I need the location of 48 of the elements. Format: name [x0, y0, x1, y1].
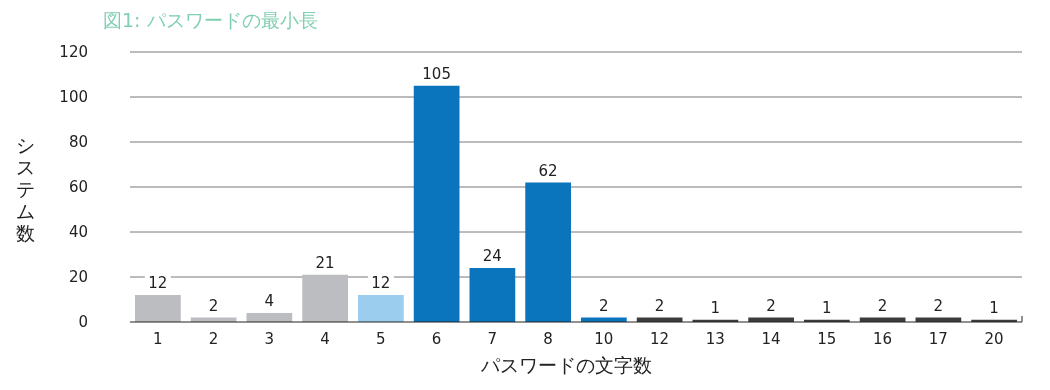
y-tick-label: 100	[59, 88, 88, 106]
data-label: 12	[371, 274, 391, 292]
y-tick-label: 120	[59, 43, 88, 61]
y-tick-label: 60	[68, 178, 88, 196]
x-tick-label: 16	[873, 330, 893, 348]
data-label: 1	[822, 298, 832, 317]
x-tick-label: 17	[928, 330, 948, 348]
y-tick-label: 0	[78, 313, 88, 331]
x-tick-label: 7	[487, 330, 498, 348]
bar	[302, 274, 348, 322]
x-tick-label: 6	[431, 330, 442, 348]
data-label: 2	[654, 296, 665, 315]
y-tick-label: 40	[68, 223, 88, 241]
data-label: 24	[482, 247, 502, 265]
x-tick-label: 20	[984, 330, 1004, 348]
data-label: 4	[264, 292, 275, 310]
data-label: 62	[538, 161, 558, 180]
x-axis-title: パスワードの文字数	[479, 354, 652, 376]
bar	[358, 295, 404, 322]
bar	[525, 182, 571, 322]
data-label: 2	[208, 296, 219, 315]
x-tick-label: 15	[817, 330, 837, 348]
x-tick-label: 5	[376, 330, 386, 348]
x-tick-label: 10	[594, 330, 614, 348]
data-label: 1	[989, 298, 999, 317]
data-label: 12	[148, 274, 168, 292]
chart-title: 図1: パスワードの最小長	[103, 9, 318, 31]
bar	[469, 268, 516, 322]
data-label: 2	[933, 296, 944, 315]
x-tick-label: 12	[650, 330, 670, 348]
y-axis-title: システム数	[15, 134, 35, 244]
x-tick-label: 1	[153, 330, 163, 348]
x-tick-label: 14	[761, 330, 781, 348]
bar	[413, 85, 460, 322]
y-tick-label: 20	[68, 268, 88, 286]
data-label: 2	[877, 296, 888, 315]
data-label: 105	[422, 64, 451, 83]
x-tick-label: 13	[705, 330, 725, 348]
x-tick-label: 8	[543, 330, 553, 348]
x-tick-label: 4	[320, 330, 330, 348]
data-label: 21	[315, 253, 335, 272]
x-tick-label: 3	[264, 330, 275, 348]
bar	[135, 295, 181, 322]
x-tick-label: 2	[208, 330, 219, 348]
data-label: 2	[766, 296, 776, 315]
data-label: 2	[599, 296, 609, 315]
y-tick-label: 80	[68, 133, 88, 151]
data-label: 1	[710, 298, 721, 317]
